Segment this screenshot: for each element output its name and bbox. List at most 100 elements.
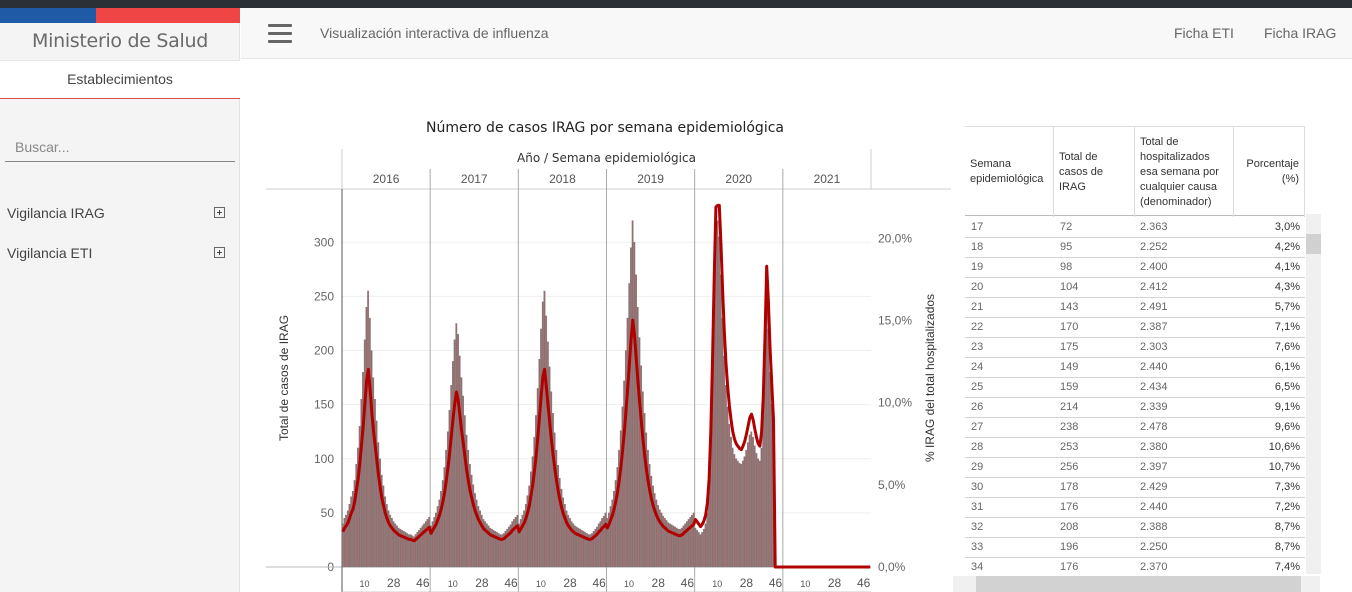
table-cell: 4,1% — [1274, 261, 1300, 273]
bar — [574, 525, 576, 568]
table-cell: 2.363 — [1140, 221, 1168, 233]
bar — [389, 514, 392, 568]
bar — [362, 371, 364, 568]
bar — [702, 528, 705, 568]
bar — [596, 526, 598, 568]
bar — [721, 317, 724, 568]
expand-icon[interactable] — [214, 247, 225, 258]
week-tick-label: 46 — [592, 576, 606, 590]
bar — [402, 531, 405, 568]
table-row[interactable]: 31 176 2.440 7,2% — [965, 498, 1305, 518]
table-row[interactable]: 25 159 2.434 6,5% — [965, 378, 1305, 398]
year-label: 2021 — [814, 172, 841, 186]
table-cell: 7,1% — [1274, 321, 1300, 333]
y-tick-label: 250 — [314, 289, 334, 303]
sidebar-item-vigilancia-irag[interactable]: Vigilancia IRAG — [7, 201, 229, 225]
bar — [450, 384, 453, 568]
week-tick-label: 10 — [712, 579, 722, 589]
table-cell: 176 — [1060, 501, 1079, 513]
bar — [719, 274, 722, 568]
week-tick-label: 28 — [563, 576, 577, 590]
column-header-hospitalizados[interactable]: Total de hospitalizados esa semana por c… — [1135, 127, 1234, 217]
table-row[interactable]: 32 208 2.388 8,7% — [965, 518, 1305, 538]
table-cell: 22 — [971, 321, 984, 333]
ficha-irag-link[interactable]: Ficha IRAG — [1264, 25, 1337, 41]
bar — [701, 532, 704, 568]
table-row[interactable]: 30 178 2.429 7,3% — [965, 478, 1305, 498]
bar — [660, 512, 663, 568]
search-input[interactable] — [5, 132, 235, 162]
bar — [421, 525, 424, 568]
table-row[interactable]: 19 98 2.400 4,1% — [965, 258, 1305, 278]
bar — [658, 509, 661, 568]
app-title: Visualización interactiva de influenza — [320, 25, 549, 41]
bar — [614, 480, 617, 568]
table-row[interactable]: 21 143 2.491 5,7% — [965, 298, 1305, 318]
table-cell: 149 — [1060, 361, 1079, 373]
table-cell: 8,7% — [1274, 541, 1300, 553]
bar — [526, 495, 529, 568]
table-row[interactable]: 27 238 2.478 9,6% — [965, 418, 1305, 438]
table-cell: 26 — [971, 401, 984, 413]
table-row[interactable]: 23 175 2.303 7,6% — [965, 338, 1305, 358]
scrollbar-thumb[interactable] — [1306, 234, 1321, 254]
bar — [733, 454, 736, 568]
column-header-porcentaje[interactable]: Porcentaje (%) — [1234, 127, 1305, 217]
bar — [452, 361, 454, 568]
bar — [440, 491, 442, 568]
table-row[interactable]: 28 253 2.380 10,6% — [965, 438, 1305, 458]
column-header-casos[interactable]: Total de casos de IRAG — [1054, 127, 1135, 217]
bar — [767, 328, 770, 568]
sidebar-item-vigilancia-eti[interactable]: Vigilancia ETI — [7, 241, 229, 265]
scrollbar-thumb[interactable] — [976, 576, 1301, 592]
bar — [484, 521, 487, 568]
bar — [438, 499, 441, 568]
table-row[interactable]: 18 95 2.252 4,2% — [965, 238, 1305, 258]
bar — [618, 449, 620, 568]
bar — [348, 504, 351, 568]
bar — [563, 504, 566, 568]
bar — [760, 447, 763, 568]
bar — [743, 456, 746, 568]
table-cell: 214 — [1060, 401, 1079, 413]
table-row[interactable]: 34 176 2.370 7,4% — [965, 558, 1305, 576]
table-row[interactable]: 24 149 2.440 6,1% — [965, 358, 1305, 378]
bar — [685, 521, 688, 568]
bar — [472, 484, 475, 568]
bar — [670, 524, 673, 568]
horizontal-scrollbar[interactable] — [953, 576, 1320, 592]
bar — [401, 530, 403, 568]
sidebar-section-establecimientos[interactable]: Establecimientos — [0, 60, 240, 99]
table-cell: 32 — [971, 521, 984, 533]
column-header-semana[interactable]: Semana epidemiológica — [965, 127, 1054, 217]
x-axis-title: Año / Semana epidemiológica — [517, 151, 696, 165]
hamburger-menu-icon[interactable] — [268, 24, 292, 43]
brand-title[interactable]: Ministerio de Salud — [32, 30, 208, 52]
irag-chart[interactable]: Año / Semana epidemiológica0501001502002… — [266, 145, 956, 592]
table-cell: 20 — [971, 281, 984, 293]
table-row[interactable]: 17 72 2.363 3,0% — [965, 218, 1305, 238]
expand-icon[interactable] — [214, 207, 225, 218]
bar — [360, 399, 363, 568]
bar — [672, 525, 675, 568]
bar — [419, 527, 422, 568]
table-row[interactable]: 20 104 2.412 4,3% — [965, 278, 1305, 298]
table-cell: 95 — [1060, 241, 1073, 253]
table-row[interactable]: 22 170 2.387 7,1% — [965, 318, 1305, 338]
y-tick-label: 300 — [314, 235, 334, 249]
bar — [589, 534, 592, 568]
ficha-eti-link[interactable]: Ficha ETI — [1174, 25, 1234, 41]
data-table: Semana epidemiológica Total de casos de … — [953, 126, 1323, 576]
table-row[interactable]: 29 256 2.397 10,7% — [965, 458, 1305, 478]
vertical-scrollbar[interactable] — [1306, 214, 1321, 574]
bar — [379, 458, 381, 568]
table-row[interactable]: 33 196 2.250 8,7% — [965, 538, 1305, 558]
table-cell: 7,6% — [1274, 341, 1300, 353]
bar — [740, 463, 743, 568]
week-tick-label: 10 — [536, 579, 546, 589]
table-row[interactable]: 26 214 2.339 9,1% — [965, 398, 1305, 418]
bar — [631, 220, 634, 568]
bar — [489, 527, 492, 568]
table-cell: 28 — [971, 441, 984, 453]
bar — [404, 532, 407, 568]
